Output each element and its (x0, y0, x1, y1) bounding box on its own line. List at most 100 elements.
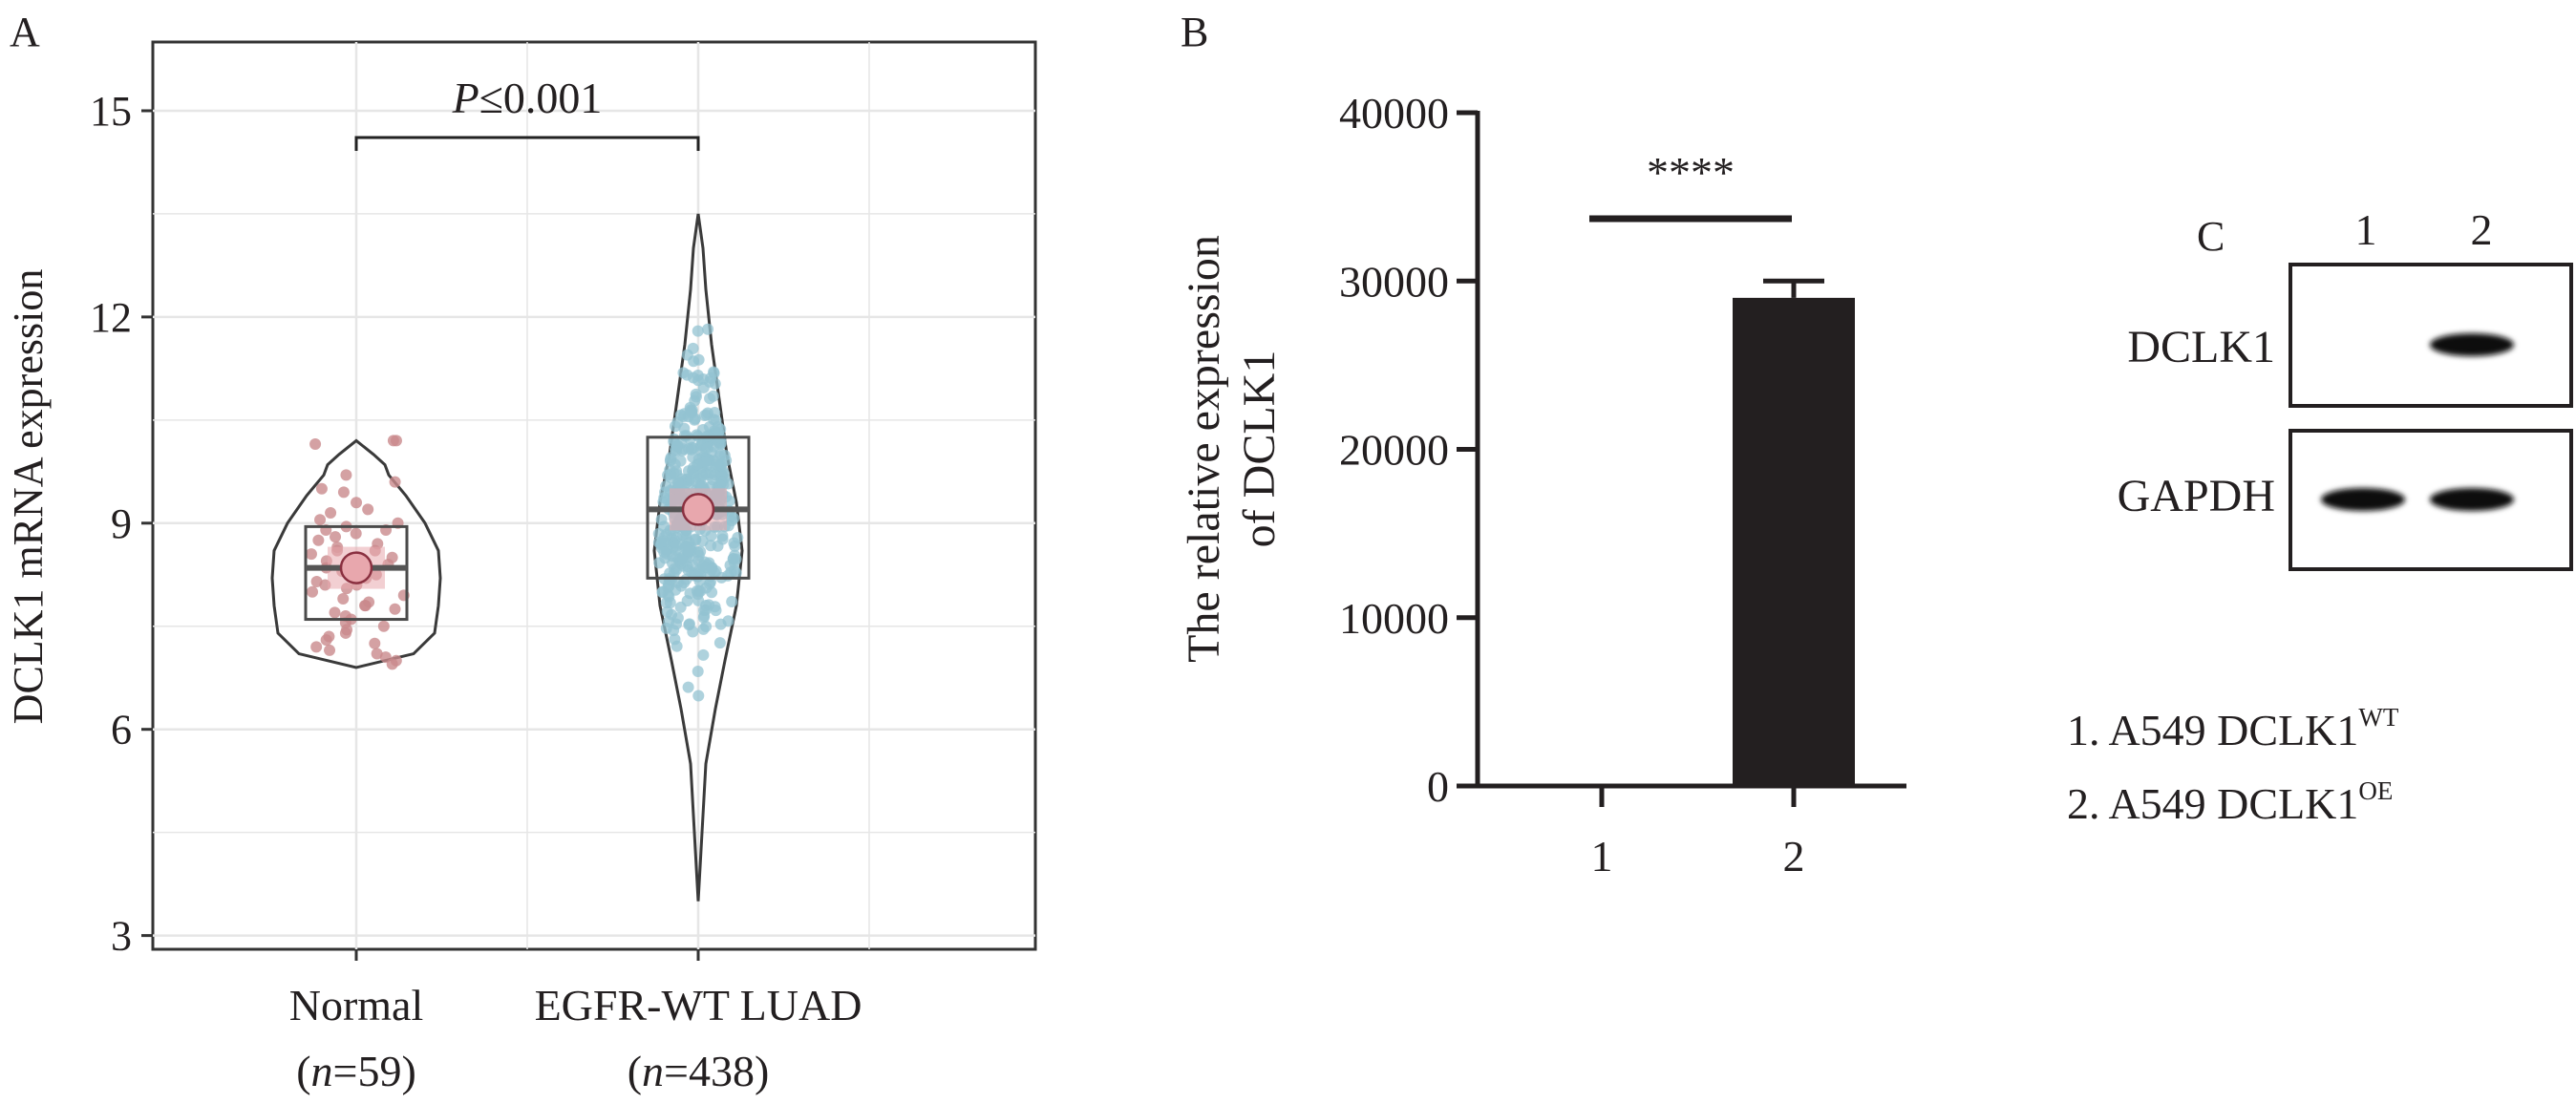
bar-y-tick-label: 0 (1427, 762, 1449, 811)
blot-row-label-gapdh: GAPDH (2118, 471, 2275, 521)
mean-marker (339, 551, 373, 584)
data-point-luad (702, 323, 714, 335)
data-point-normal (330, 531, 342, 543)
data-point-luad (661, 605, 673, 618)
data-point-normal (325, 506, 337, 519)
bar-y-axis-label-line2: of DCLK1 (1234, 350, 1285, 548)
violin-y-axis: 3 6 9 12 15 (90, 88, 153, 960)
data-point-luad (682, 465, 694, 478)
violin-x-axis: Normal (n=59) EGFR-WT LUAD (n=438) (289, 949, 862, 1095)
data-point-luad (727, 553, 739, 565)
blot-lane-label-2: 2 (2471, 205, 2493, 254)
data-point-luad (722, 569, 734, 582)
data-point-luad (671, 445, 683, 457)
data-point-luad (671, 640, 683, 652)
bar-significance-stars: **** (1647, 148, 1735, 197)
data-point-normal (377, 620, 390, 632)
blot-lane-label-1: 1 (2355, 205, 2377, 254)
data-point-normal (371, 648, 383, 660)
data-point-luad (713, 637, 726, 649)
data-point-luad (682, 681, 694, 693)
y-tick-label: 3 (111, 913, 132, 960)
data-point-luad (711, 458, 723, 471)
data-point-luad (700, 621, 713, 633)
data-point-luad (692, 594, 705, 606)
panel-b-letter: B (1181, 9, 1208, 55)
data-point-luad (667, 557, 679, 569)
data-point-luad (662, 469, 674, 481)
data-point-luad (714, 618, 727, 630)
data-point-luad (710, 414, 722, 427)
data-point-luad (690, 388, 702, 400)
data-point-luad (709, 377, 721, 390)
data-point-luad (671, 576, 684, 588)
blot-box-dclk1 (2289, 263, 2573, 408)
data-point-normal (369, 637, 381, 649)
x-group-label: Normal (289, 981, 424, 1030)
x-group-n-label: (n=59) (296, 1047, 416, 1095)
bar-x-tick-label: 2 (1783, 832, 1805, 881)
data-point-normal (312, 534, 325, 546)
panel-c-letter: C (2197, 213, 2225, 260)
data-point-luad (697, 560, 710, 572)
data-point-luad (658, 546, 671, 559)
violin-outline (270, 438, 442, 669)
y-tick-label: 12 (90, 294, 132, 341)
data-point-luad (705, 563, 717, 576)
violin-plot-frame (151, 40, 1037, 951)
data-point-luad (726, 596, 738, 608)
data-point-luad (663, 590, 675, 603)
data-point-luad (704, 393, 716, 405)
data-point-luad (692, 690, 705, 702)
data-point-normal (307, 585, 319, 598)
data-point-normal (309, 438, 322, 451)
y-tick-label: 15 (90, 88, 132, 135)
data-point-luad (674, 601, 687, 613)
data-point-luad (658, 531, 671, 543)
significance-bracket (354, 136, 700, 151)
bar (1733, 297, 1855, 786)
data-point-luad (687, 626, 699, 638)
data-point-normal (329, 606, 341, 619)
data-point-normal (351, 497, 363, 509)
data-point-luad (655, 514, 668, 526)
violin-boxes (304, 435, 751, 622)
blot-legend-2: 2. A549 DCLK1OE (2067, 776, 2393, 828)
data-point-normal (339, 626, 351, 639)
blot-bands (2321, 333, 2514, 511)
violin-plot-grid (153, 42, 1035, 949)
data-point-luad (700, 582, 713, 594)
bar-axes: 0 10000 20000 30000 40000 1 2 (1339, 89, 1906, 881)
data-point-luad (671, 612, 684, 625)
x-group-label: EGFR-WT LUAD (535, 981, 862, 1030)
data-point-normal (389, 603, 401, 615)
y-tick-label: 9 (111, 500, 132, 547)
data-point-luad (682, 544, 694, 557)
data-point-normal (324, 644, 336, 656)
data-point-luad (677, 367, 690, 379)
data-point-luad (671, 477, 684, 489)
blot-row-label-dclk1: DCLK1 (2127, 322, 2275, 372)
data-point-luad (686, 406, 698, 418)
data-point-luad (678, 422, 691, 435)
data-point-normal (305, 548, 317, 561)
data-point-normal (386, 658, 398, 670)
blot-band (2321, 488, 2405, 511)
data-point-luad (690, 534, 702, 546)
data-point-luad (692, 458, 704, 471)
bars (1733, 278, 1855, 786)
bar-x-tick-label: 1 (1591, 832, 1613, 881)
panel-a-letter: A (10, 9, 40, 55)
data-point-luad (653, 557, 666, 569)
data-point-normal (389, 476, 401, 488)
data-point-luad (685, 443, 697, 456)
mean-marker (681, 493, 715, 526)
bar-y-tick-label: 10000 (1339, 594, 1449, 643)
data-point-luad (691, 429, 703, 441)
violin-outline (652, 213, 744, 902)
data-point-luad (708, 367, 720, 379)
blot-band (2430, 488, 2514, 511)
panel-c: C 1 2 DCLK1 GAPDH 1. A549 DCLK1WT 2. A54… (2067, 205, 2573, 828)
data-point-luad (691, 584, 703, 597)
blot-legend-1: 1. A549 DCLK1WT (2067, 703, 2399, 754)
